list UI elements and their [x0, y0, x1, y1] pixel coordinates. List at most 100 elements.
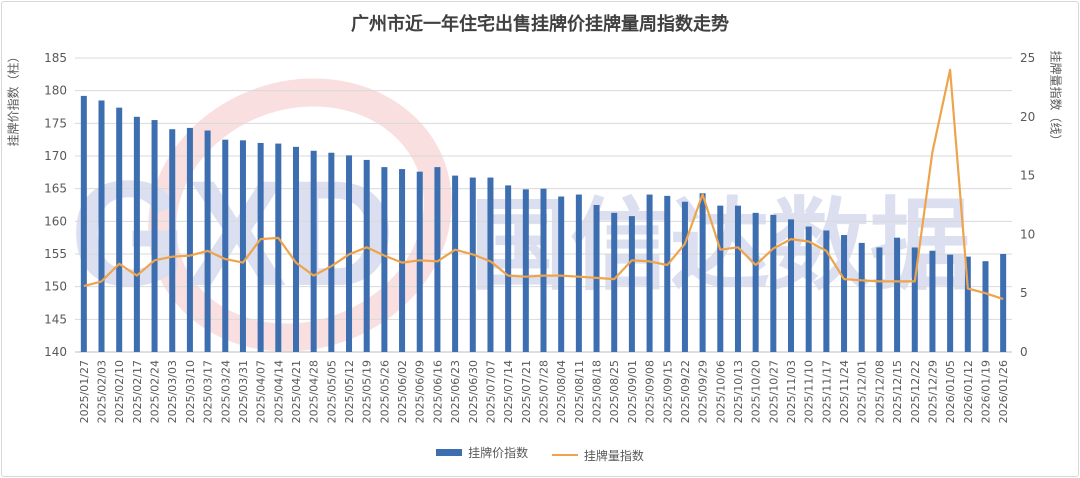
bar — [894, 237, 901, 352]
y-left-tick-label: 175 — [44, 116, 67, 130]
x-tick-label: 2025/07/28 — [538, 360, 551, 423]
x-tick-label: 2025/05/12 — [343, 360, 356, 423]
x-tick-label: 2025/08/11 — [573, 360, 586, 423]
x-tick-label: 2025/06/09 — [414, 360, 427, 423]
bar — [823, 230, 830, 352]
x-tick-label: 2025/07/07 — [484, 360, 497, 423]
bar — [1000, 254, 1007, 352]
bar — [841, 235, 848, 352]
bar — [522, 189, 529, 352]
x-tick-label: 2025/09/15 — [661, 360, 674, 423]
x-tick-label: 2025/05/05 — [325, 360, 338, 423]
bar — [469, 177, 476, 352]
bar — [452, 175, 459, 352]
x-tick-label: 2025/10/13 — [732, 360, 745, 423]
bar — [982, 261, 989, 352]
x-tick-label: 2025/07/21 — [520, 360, 533, 423]
x-tick-label: 2025/03/03 — [166, 360, 179, 423]
x-tick-label: 2025/03/17 — [202, 360, 215, 423]
x-tick-label: 2025/09/08 — [644, 360, 657, 423]
y-right-tick-label: 5 — [1020, 286, 1028, 300]
x-tick-label: 2025/02/17 — [131, 360, 144, 423]
x-tick-label: 2025/03/24 — [219, 360, 232, 423]
bar — [646, 194, 653, 352]
bar — [186, 127, 193, 352]
series-line — [83, 68, 1004, 301]
x-tick-label: 2025/12/29 — [926, 360, 939, 423]
chart-title: 广州市近一年住宅出售挂牌价挂牌量周指数走势 — [351, 14, 729, 35]
bar — [734, 205, 741, 352]
x-tick-label: 2026/01/26 — [997, 360, 1010, 423]
x-tick-label: 2025/12/01 — [856, 360, 869, 423]
x-tick-label: 2025/03/31 — [237, 360, 250, 423]
x-tick-label: 2025/06/30 — [467, 360, 480, 423]
x-tick-label: 2025/06/02 — [396, 360, 409, 423]
x-tick-label: 2025/03/10 — [184, 360, 197, 423]
bar — [98, 100, 105, 352]
x-tick-label: 2025/04/07 — [255, 360, 268, 423]
bar — [947, 254, 954, 352]
x-tick-label: 2025/05/19 — [361, 360, 374, 423]
bar — [239, 140, 246, 352]
x-tick-label: 2025/12/08 — [873, 360, 886, 423]
x-tick-label: 2025/11/10 — [803, 360, 816, 423]
x-tick-label: 2025/01/27 — [78, 360, 91, 423]
x-tick-label: 2025/10/27 — [767, 360, 780, 423]
legend-swatch-volume — [551, 454, 578, 456]
bar — [363, 159, 370, 352]
bar — [788, 219, 795, 352]
y-left-tick-label: 185 — [44, 51, 67, 65]
bar — [399, 169, 406, 352]
bar — [575, 194, 582, 352]
bar — [275, 143, 282, 352]
bar — [310, 150, 317, 352]
bar — [611, 212, 618, 352]
bar — [717, 205, 724, 352]
legend-label-volume: 挂牌量指数 — [583, 448, 644, 463]
y-right-tick-label: 15 — [1020, 169, 1035, 183]
bar — [169, 129, 176, 352]
y-left-tick-label: 155 — [44, 247, 67, 261]
legend-swatch-price — [436, 449, 463, 456]
bar — [858, 242, 865, 352]
x-tick-label: 2025/09/29 — [697, 360, 710, 423]
x-tick-label: 2025/02/24 — [149, 360, 162, 423]
x-tick-label: 2025/06/16 — [431, 360, 444, 423]
x-tick-label: 2025/09/22 — [679, 360, 692, 423]
bar — [911, 247, 918, 352]
bar — [929, 250, 936, 352]
legend-item-volume: 挂牌量指数 — [551, 447, 644, 464]
y-left-tick-label: 140 — [44, 345, 67, 359]
x-tick-label: 2025/04/28 — [308, 360, 321, 423]
x-tick-label: 2025/04/14 — [272, 360, 285, 423]
bar — [257, 142, 264, 352]
y-left-tick-label: 160 — [44, 214, 67, 228]
x-tick-label: 2025/12/22 — [909, 360, 922, 423]
x-tick-label: 2025/11/17 — [820, 360, 833, 423]
bar — [204, 130, 211, 352]
x-tick-label: 2025/10/06 — [714, 360, 727, 423]
bar — [434, 167, 441, 352]
bar — [964, 256, 971, 352]
y-left-tick-label: 180 — [44, 84, 67, 98]
x-tick-label: 2025/04/21 — [290, 360, 303, 423]
x-tick-label: 2025/08/25 — [608, 360, 621, 423]
x-tick-label: 2025/02/10 — [113, 360, 126, 423]
bar — [133, 116, 140, 352]
legend-item-price: 挂牌价指数 — [436, 444, 528, 461]
x-tick-label: 2025/07/14 — [502, 360, 515, 423]
legend-label-price: 挂牌价指数 — [468, 446, 529, 460]
bar — [80, 95, 87, 352]
bar — [222, 139, 229, 352]
bar — [699, 193, 706, 352]
x-tick-label: 2025/09/01 — [626, 360, 639, 423]
x-tick-label: 2025/05/26 — [378, 360, 391, 423]
x-tick-label: 2026/01/19 — [979, 360, 992, 423]
y-left-tick-label: 165 — [44, 182, 67, 196]
bar — [628, 216, 635, 352]
bar — [292, 146, 299, 352]
bar — [752, 212, 759, 352]
bar — [116, 107, 123, 352]
bar — [681, 201, 688, 352]
